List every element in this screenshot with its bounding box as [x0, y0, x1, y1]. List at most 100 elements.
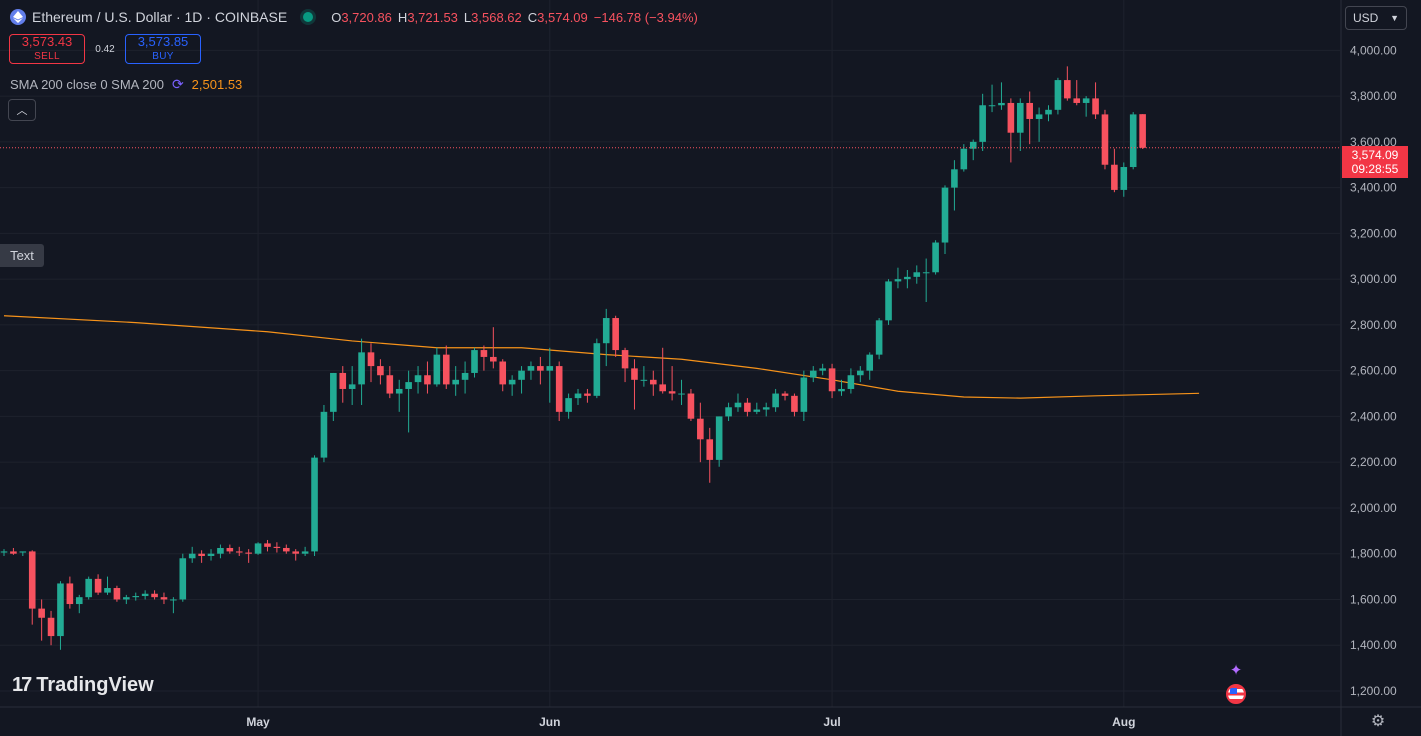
sparkle-icon[interactable]: ✦	[1229, 662, 1243, 679]
candle-body	[104, 588, 111, 593]
y-tick-label: 2,000.00	[1350, 501, 1397, 515]
gear-icon[interactable]: ⚙	[1370, 713, 1386, 730]
candle-body	[819, 368, 826, 371]
candle-body	[367, 352, 375, 367]
x-tick-label: May	[246, 715, 270, 729]
candle-body	[857, 370, 864, 376]
candle-body	[75, 597, 83, 605]
candle-body	[734, 402, 742, 408]
candle-body	[217, 547, 224, 554]
candle-body	[1007, 102, 1015, 133]
candle-body	[132, 596, 140, 598]
candle-body	[480, 350, 488, 357]
brand-name: TradingView	[36, 674, 154, 696]
candle-body	[1073, 98, 1081, 103]
y-tick-label: 3,600.00	[1350, 135, 1397, 149]
candle-body	[593, 343, 601, 396]
x-tick-label: Aug	[1112, 715, 1135, 729]
candle-body	[715, 416, 723, 460]
candle-body	[508, 379, 516, 385]
last-price-badge: 3,574.09 09:28:55	[1342, 146, 1408, 178]
candle-body	[113, 588, 121, 600]
text-label[interactable]: Text	[0, 244, 44, 267]
candle-body	[744, 402, 751, 412]
candle-body	[1092, 98, 1099, 115]
candle-body	[1045, 109, 1052, 115]
candle-body	[273, 546, 281, 548]
candle-body	[179, 558, 187, 600]
tradingview-logo[interactable]: 17 TradingView	[12, 674, 154, 697]
candle-body	[772, 393, 779, 408]
collapse-legend-button[interactable]: ︿	[8, 99, 36, 121]
bar-countdown: 09:28:55	[1351, 162, 1399, 176]
sma-legend[interactable]: SMA 200 close 0 SMA 200 ⟳ 2,501.53	[10, 76, 242, 93]
candle-body	[762, 407, 770, 410]
candle-body	[678, 393, 685, 395]
candle-body	[649, 379, 657, 385]
candle-body	[1139, 114, 1146, 148]
y-tick-label: 2,400.00	[1350, 409, 1397, 423]
candle-body	[838, 388, 845, 392]
candle-body	[461, 372, 469, 380]
sell-button[interactable]: 3,573.43 SELL	[9, 34, 85, 64]
ethereum-icon	[10, 9, 26, 25]
candle-body	[254, 543, 262, 554]
y-tick-label: 2,800.00	[1350, 318, 1397, 332]
candle-body	[0, 551, 8, 553]
x-tick-label: Jul	[823, 715, 840, 729]
candle-body	[687, 393, 695, 419]
candle-body	[358, 352, 365, 385]
candle-body	[875, 320, 883, 355]
candle-body	[301, 551, 309, 554]
candle-body	[725, 407, 732, 417]
candle-body	[537, 366, 544, 371]
candle-body	[28, 551, 36, 609]
currency-select[interactable]: USD ▼	[1345, 6, 1407, 30]
candle-body	[414, 375, 422, 383]
candle-body	[10, 551, 17, 554]
symbol-legend: Ethereum / U.S. Dollar · 1D · COINBASE O…	[10, 9, 698, 25]
candle-body	[866, 354, 874, 371]
candle-body	[330, 372, 337, 412]
candle-body	[433, 354, 441, 385]
buy-price: 3,573.85	[137, 34, 189, 49]
us-flag-icon[interactable]	[1226, 684, 1246, 704]
sma-label: SMA 200 close 0 SMA 200	[10, 77, 164, 92]
y-tick-label: 3,200.00	[1350, 226, 1397, 240]
market-status-icon[interactable]	[303, 12, 314, 22]
high-value: 3,721.53	[407, 9, 458, 25]
sma-200-line	[3, 315, 1200, 399]
candle-body	[706, 439, 714, 460]
y-tick-label: 1,400.00	[1350, 638, 1397, 652]
sma-value: 2,501.53	[191, 77, 243, 92]
candle-body	[490, 356, 497, 362]
candle-body	[188, 553, 196, 559]
sell-price: 3,573.43	[21, 34, 73, 49]
candle-body	[1054, 80, 1062, 110]
buy-button[interactable]: 3,573.85 BUY	[125, 34, 201, 64]
candle-body	[998, 102, 1005, 106]
y-tick-label: 1,200.00	[1350, 684, 1397, 698]
candle-body	[85, 578, 92, 598]
symbol-title[interactable]: Ethereum / U.S. Dollar · 1D · COINBASE	[32, 9, 288, 25]
y-tick-label: 2,200.00	[1350, 455, 1397, 469]
candle-body	[348, 384, 356, 389]
open-value: 3,720.86	[341, 9, 392, 25]
candle-body	[1101, 114, 1109, 165]
candle-body	[123, 597, 130, 600]
candle-body	[913, 272, 921, 277]
y-tick-label: 1,600.00	[1350, 592, 1397, 606]
candle-body	[405, 382, 412, 389]
candle-body	[969, 141, 977, 149]
candle-body	[951, 169, 958, 188]
close-value: 3,574.09	[537, 9, 588, 25]
candle-body	[847, 375, 855, 389]
candle-body	[753, 409, 761, 412]
candle-body	[151, 593, 158, 598]
candle-body	[697, 418, 704, 440]
candle-body	[264, 543, 271, 547]
candle-body	[668, 391, 676, 394]
candle-body	[659, 384, 666, 392]
candle-body	[640, 379, 648, 381]
